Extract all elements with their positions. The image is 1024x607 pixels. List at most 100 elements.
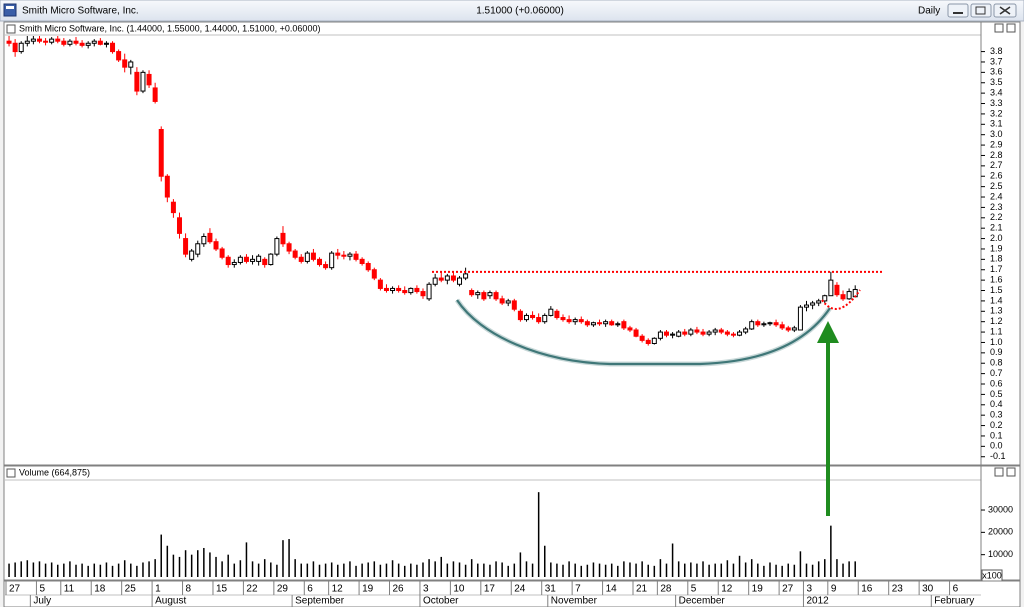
pane-button[interactable] xyxy=(994,23,1004,33)
volume-bar xyxy=(629,562,631,577)
candle-body xyxy=(724,331,730,335)
volume-bar xyxy=(781,565,783,577)
candle-body xyxy=(231,261,237,266)
month-label: 2012 xyxy=(806,596,829,607)
pane-button[interactable] xyxy=(994,467,1004,477)
volume-bar xyxy=(403,565,406,577)
x-tick-label: 5 xyxy=(691,584,697,595)
date-axis xyxy=(3,580,1021,607)
volume-bar xyxy=(854,561,856,577)
candle-body xyxy=(377,279,383,289)
candle-body xyxy=(670,333,676,336)
volume-bar xyxy=(714,563,716,577)
y-tick-label: 2.9 xyxy=(990,139,1003,149)
x-tick-label: 26 xyxy=(393,584,405,595)
candle-body xyxy=(633,329,639,337)
x-tick-label: 19 xyxy=(752,584,764,595)
candle-body xyxy=(304,252,310,262)
y-tick-label: 2.2 xyxy=(990,212,1003,222)
candle-body xyxy=(737,331,743,336)
candle-body xyxy=(67,40,73,45)
candle-body xyxy=(43,40,49,43)
volume-bar xyxy=(136,565,138,577)
candle-body xyxy=(24,40,30,44)
y-tick-label: 2.8 xyxy=(990,150,1003,160)
pane-button[interactable] xyxy=(1006,467,1016,477)
candle-body xyxy=(846,291,852,300)
volume-bar xyxy=(586,564,589,577)
y-tick-label: 0.0 xyxy=(990,441,1003,451)
volume-bar xyxy=(726,560,729,577)
candle-body xyxy=(450,275,456,281)
volume-bar xyxy=(775,564,777,577)
candle-body xyxy=(828,279,834,297)
volume-bar xyxy=(684,563,686,577)
x-tick-label: 6 xyxy=(953,584,959,595)
y-tick-label: 2.0 xyxy=(990,233,1003,243)
x-tick-label: 10 xyxy=(453,584,465,595)
volume-bar xyxy=(830,525,832,577)
volume-bar xyxy=(166,545,169,577)
volume-bar xyxy=(294,559,296,577)
volume-bar xyxy=(349,561,351,577)
x-tick-label: 8 xyxy=(186,584,192,595)
candle-body xyxy=(122,59,128,68)
volume-bar xyxy=(306,563,309,577)
volume-bar xyxy=(763,565,765,577)
y-tick-label: 1.2 xyxy=(990,316,1003,326)
x-tick-label: 21 xyxy=(636,584,648,595)
volume-bar xyxy=(501,562,503,577)
y-tick-label: 0.2 xyxy=(990,420,1003,430)
candle-body xyxy=(408,287,414,294)
volume-bar xyxy=(446,563,449,577)
price-pane xyxy=(3,21,1021,466)
volume-bar xyxy=(300,563,302,577)
volume-bar xyxy=(117,563,120,577)
month-label: February xyxy=(934,596,974,607)
volume-bar xyxy=(373,561,376,577)
candle-body xyxy=(402,290,408,294)
candle-body xyxy=(816,300,822,304)
candle-body xyxy=(292,250,298,258)
candle-body xyxy=(730,333,736,336)
volume-bar xyxy=(203,547,205,577)
interval: Daily xyxy=(918,6,940,17)
volume-bar xyxy=(233,563,236,577)
volume-bar xyxy=(769,562,771,577)
candle-body xyxy=(523,314,529,321)
x-tick-label: 11 xyxy=(64,584,75,595)
pane-button[interactable] xyxy=(1006,23,1016,33)
candle-body xyxy=(645,339,651,344)
volume-bar xyxy=(647,564,649,577)
volume-bar xyxy=(477,563,479,577)
y-tick-label: 3.8 xyxy=(990,46,1003,56)
candle-body xyxy=(785,327,791,331)
restore-button[interactable] xyxy=(970,3,992,18)
minimize-button[interactable] xyxy=(947,3,969,18)
volume-bar xyxy=(702,561,704,577)
candle-body xyxy=(152,87,158,102)
y-tick-label: 2.6 xyxy=(990,171,1003,181)
volume-bar xyxy=(562,564,564,577)
volume-bar xyxy=(251,561,254,577)
volume-bar xyxy=(32,562,35,577)
candle-body xyxy=(505,300,511,304)
candle-body xyxy=(578,319,584,323)
x-tick-label: 17 xyxy=(484,584,496,595)
x-tick-label: 16 xyxy=(861,584,873,595)
volume-bar xyxy=(160,534,162,577)
x-tick-label: 29 xyxy=(277,584,289,595)
volume-bar xyxy=(495,561,497,577)
candle-body xyxy=(195,243,201,255)
candle-body xyxy=(420,291,426,297)
y-tick-label: 0.3 xyxy=(990,410,1003,420)
volume-pane xyxy=(3,465,1021,581)
volume-bar xyxy=(671,543,674,577)
volume-bar xyxy=(184,550,187,577)
volume-bar xyxy=(14,562,16,577)
candle-body xyxy=(706,331,712,335)
volume-bar xyxy=(744,562,747,577)
candle-body xyxy=(810,302,816,306)
y-tick-label: 0.8 xyxy=(990,358,1003,368)
candle-body xyxy=(250,258,256,262)
